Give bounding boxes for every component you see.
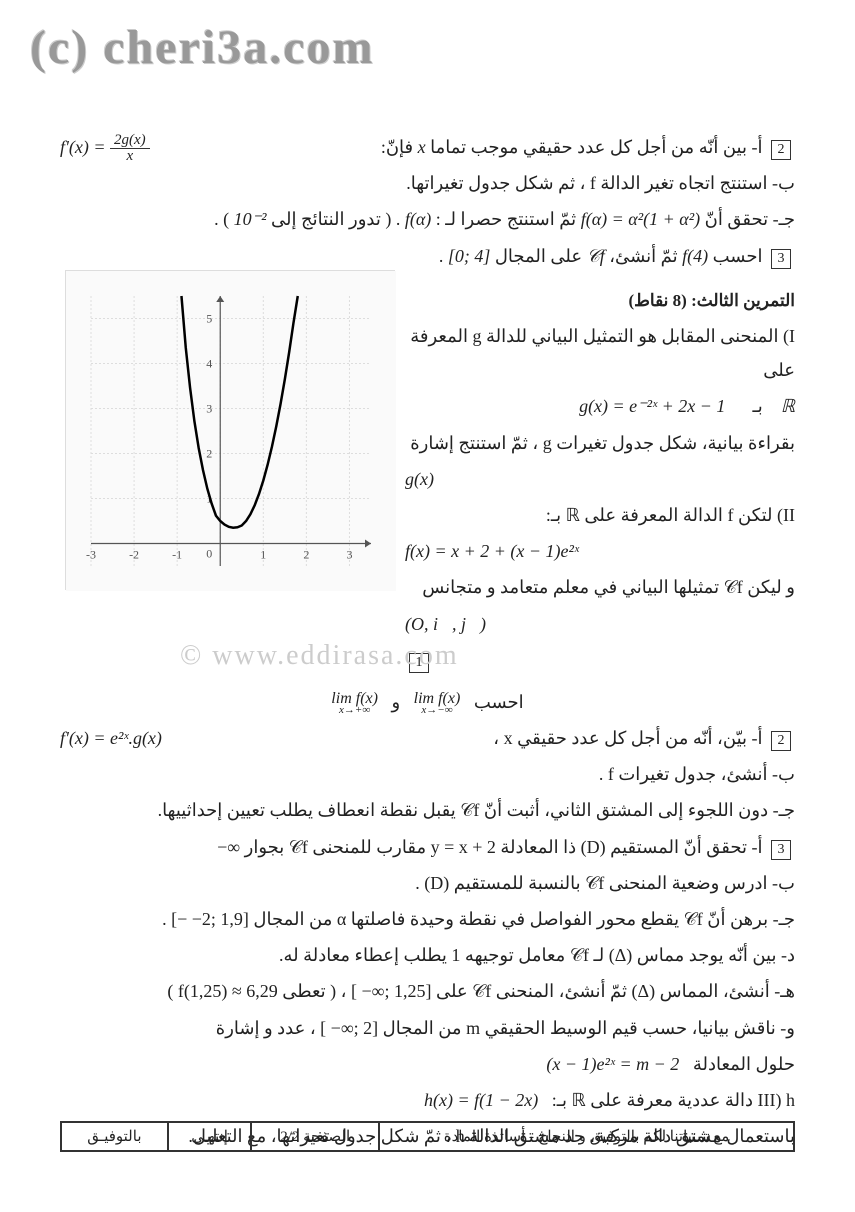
q2c-line: جـ- تحقق أنّ f(α) = α²(1 + α²) ثمّ استنت… bbox=[60, 202, 795, 236]
ex3-q2-box: 2 bbox=[771, 731, 791, 751]
ex3-q1-text: احسب bbox=[474, 692, 524, 712]
ex3-I-by: بـ bbox=[752, 396, 762, 416]
q2a-prefix: أ- بين أنّه من أجل كل عدد حقيقي موجب تما… bbox=[430, 137, 762, 157]
graph-g: -3-2-1123123450 bbox=[65, 270, 395, 590]
ex3-q3f-formula: (x − 1)e²ˣ = m − 2 bbox=[546, 1054, 679, 1074]
q2c-suffix: . ( تدور النتائج إلى bbox=[271, 209, 400, 229]
q2c-prefix: جـ- تحقق أنّ bbox=[705, 209, 795, 229]
q3-cf: 𝒞f bbox=[587, 246, 605, 266]
ex3-II: II) لتكن f الدالة المعرفة على ℝ بـ: bbox=[405, 498, 795, 532]
ex3-q2c: جـ- دون اللجوء إلى المشتق الثاني، أثبت أ… bbox=[60, 793, 795, 827]
ex3-I-def: ℝ بـ g(x) = e⁻²ˣ + 2x − 1 bbox=[405, 389, 795, 423]
watermark-top: (c) cheri3a.com bbox=[30, 20, 375, 75]
q3-formula: f(4) bbox=[682, 246, 708, 266]
ex3-I-line2: بقراءة بيانية، شكل جدول تغيرات g ، ثمّ ا… bbox=[405, 426, 795, 460]
q2-number-box: 2 bbox=[771, 140, 791, 160]
ex3-q2a-line: 2 أ- بيّن، أنّه من أجل كل عدد حقيقي x ، … bbox=[60, 721, 795, 755]
ex3-q3f-l1: و- ناقش بيانيا، حسب قيم الوسيط الحقيقي m… bbox=[60, 1011, 795, 1045]
q2c-prec: 10⁻² bbox=[234, 209, 267, 229]
svg-text:-3: -3 bbox=[86, 548, 96, 562]
ex3-limits-line: احسب lim f(x) x→−∞ و lim f(x) x→+∞ bbox=[60, 685, 795, 719]
q2a-var: x bbox=[418, 137, 426, 157]
q3-text: احسب bbox=[713, 246, 763, 266]
ex3-III-line: III) h دالة عددية معرفة على ℝ بـ: h(x) =… bbox=[60, 1083, 795, 1117]
footer-c4: بالتوفيـق bbox=[61, 1122, 168, 1151]
lim2-bot: x→+∞ bbox=[331, 706, 378, 716]
ex3-q3e: هـ- أنشئ، المماس (Δ) ثمّ أنشئ، المنحنى 𝒞… bbox=[60, 974, 795, 1008]
ex3-II-basis: (O, i⃗, j⃗) bbox=[405, 607, 795, 641]
q2c-end: ) . bbox=[214, 209, 229, 229]
q2a-formula: f'(x) = 2g(x) x bbox=[60, 130, 150, 164]
ex3-q3c: جـ- برهن أنّ 𝒞f يقطع محور الفواصل في نقط… bbox=[60, 902, 795, 936]
svg-text:2: 2 bbox=[303, 548, 309, 562]
svg-text:0: 0 bbox=[206, 547, 212, 561]
ex3-q3b: ب- ادرس وضعية المنحنى 𝒞f بالنسبة للمستقي… bbox=[60, 866, 795, 900]
footer: مع تمنياتنا لكم بالتوفيق و النجاح - أسات… bbox=[60, 1121, 795, 1152]
svg-text:3: 3 bbox=[206, 402, 212, 416]
q2b-line: ب- استنتج اتجاه تغير الدالة f ، ثم شكل ج… bbox=[60, 166, 795, 200]
frac-den: x bbox=[110, 149, 150, 164]
footer-c2: الصفحة 2/2 bbox=[251, 1122, 379, 1151]
q2c-f2: f(α) bbox=[405, 209, 431, 229]
q2a-line: 2 أ- بين أنّه من أجل كل عدد حقيقي موجب ت… bbox=[60, 130, 795, 164]
ex3-q3-box: 3 bbox=[771, 840, 791, 860]
ex3-q1-and: و bbox=[391, 692, 400, 712]
ex3-III-formula: h(x) = f(1 − 2x) bbox=[424, 1090, 538, 1110]
q2a-lhs: f'(x) = bbox=[60, 137, 105, 157]
ex3-II-formula: f(x) = x + 2 + (x − 1)e²ˣ bbox=[405, 534, 795, 568]
q2c-mid: ثمّ استنتج حصرا لـ : bbox=[436, 209, 576, 229]
q3-interval: [0; 4] bbox=[448, 246, 491, 266]
ex3-q3a-line: 3 أ- تحقق أنّ المستقيم (D) ذا المعادلة y… bbox=[60, 830, 795, 864]
ex3-q2a-text: أ- بيّن، أنّه من أجل كل عدد حقيقي x ، bbox=[493, 728, 762, 748]
ex3-II-line2: و ليكن 𝒞f تمثيلها البياني في معلم متعامد… bbox=[405, 570, 795, 604]
q3-number-box: 3 bbox=[771, 249, 791, 269]
footer-c1: مع تمنياتنا لكم بالتوفيق و النجاح - أسات… bbox=[379, 1122, 794, 1151]
q3-line: 3 احسب f(4) ثمّ أنشئ، 𝒞f على المجال [0; … bbox=[60, 239, 795, 273]
ex3-q3f-l2: حلول المعادلة bbox=[693, 1054, 795, 1074]
svg-text:4: 4 bbox=[206, 357, 212, 371]
svg-text:-1: -1 bbox=[172, 548, 182, 562]
footer-c3: إنتهـى bbox=[168, 1122, 251, 1151]
svg-text:3: 3 bbox=[346, 548, 352, 562]
svg-text:5: 5 bbox=[206, 312, 212, 326]
ex3-q3f-l2-line: حلول المعادلة (x − 1)e²ˣ = m − 2 bbox=[60, 1047, 795, 1081]
ex3-q3a-text: أ- تحقق أنّ المستقيم (D) ذا المعادلة y =… bbox=[217, 837, 762, 857]
ex3-I-domain: ℝ bbox=[781, 396, 795, 416]
graph-svg: -3-2-1123123450 bbox=[66, 271, 396, 591]
q2a-fraction: 2g(x) x bbox=[110, 133, 150, 164]
ex3-q3d: د- بين أنّه يوجد مماس (Δ) لـ 𝒞f معامل تو… bbox=[60, 938, 795, 972]
watermark-mid: © www.eddirasa.com bbox=[180, 640, 459, 672]
q2c-f1: f(α) = α²(1 + α²) bbox=[581, 209, 700, 229]
svg-text:1: 1 bbox=[260, 548, 266, 562]
ex3-intro-block: I) المنحنى المقابل هو التمثيل البياني لل… bbox=[405, 319, 795, 677]
lim2: lim f(x) x→+∞ bbox=[331, 692, 378, 716]
lim1: lim f(x) x→−∞ bbox=[414, 692, 461, 716]
svg-text:2: 2 bbox=[206, 447, 212, 461]
ex3-I: I) المنحنى المقابل هو التمثيل البياني لل… bbox=[405, 319, 795, 387]
ex3-III-text: III) h دالة عددية معرفة على ℝ بـ: bbox=[552, 1090, 795, 1110]
ex3-I-gx: g(x) bbox=[405, 462, 795, 496]
q3-end: . bbox=[439, 246, 444, 266]
ex3-I-formula: g(x) = e⁻²ˣ + 2x − 1 bbox=[579, 396, 725, 416]
svg-text:-2: -2 bbox=[129, 548, 139, 562]
q3-mid: ثمّ أنشئ، bbox=[609, 246, 677, 266]
footer-table: مع تمنياتنا لكم بالتوفيق و النجاح - أسات… bbox=[60, 1121, 795, 1152]
lim1-bot: x→−∞ bbox=[414, 706, 461, 716]
ex3-q1-box-line: 1 bbox=[405, 643, 795, 677]
frac-num: 2g(x) bbox=[110, 133, 150, 149]
ex3-q2b: ب- أنشئ، جدول تغيرات f . bbox=[60, 757, 795, 791]
ex3-q2a-formula: f'(x) = e²ˣ.g(x) bbox=[60, 721, 162, 755]
q3-suffix: على المجال bbox=[495, 246, 582, 266]
q2a-suffix: فإنّ: bbox=[381, 137, 413, 157]
